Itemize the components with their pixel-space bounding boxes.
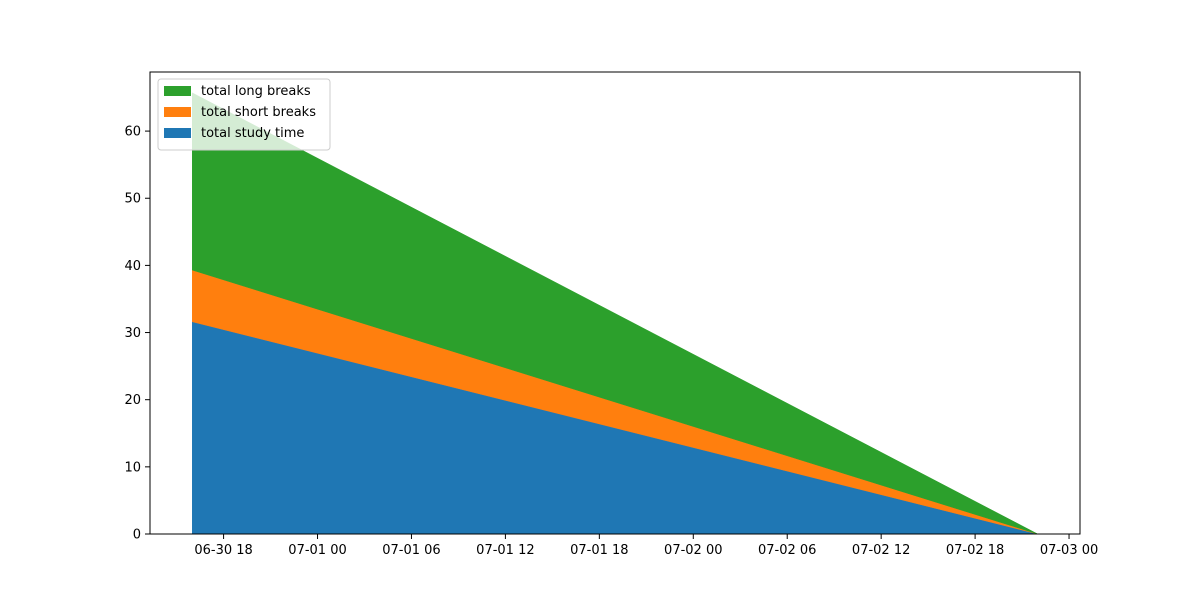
x-tick-label: 07-01 00 <box>288 543 346 558</box>
legend-swatch-total-short-breaks <box>164 107 191 117</box>
y-tick-label: 10 <box>124 460 141 475</box>
area-total-long-breaks <box>192 92 1038 535</box>
area-series-group <box>192 92 1038 535</box>
y-tick-label: 0 <box>133 528 141 543</box>
legend-label-total-long-breaks: total long breaks <box>201 84 311 99</box>
x-tick-label: 07-03 00 <box>1040 543 1098 558</box>
legend: total long breaks total short breaks total… <box>157 78 331 151</box>
x-tick-label: 07-02 12 <box>852 543 910 558</box>
legend-label-total-study-time: total study time <box>201 126 304 141</box>
x-axis: 06-30 18 07-01 00 07-01 06 07-01 12 07-01 18… <box>194 534 1098 558</box>
x-tick-label: 07-01 06 <box>382 543 440 558</box>
legend-swatch-total-long-breaks <box>164 86 191 96</box>
y-tick-label: 30 <box>124 326 141 341</box>
y-tick-label: 60 <box>124 125 141 140</box>
legend-swatch-total-study-time <box>164 128 191 138</box>
x-tick-label: 07-01 12 <box>476 543 534 558</box>
x-tick-label: 06-30 18 <box>194 543 252 558</box>
y-tick-label: 20 <box>124 393 141 408</box>
plot-frame <box>149 71 1081 535</box>
x-tick-label: 07-02 00 <box>664 543 722 558</box>
legend-box <box>157 78 331 151</box>
legend-label-total-short-breaks: total short breaks <box>201 105 316 120</box>
y-axis: 0 10 20 30 40 50 60 <box>124 125 150 543</box>
y-tick-label: 40 <box>124 259 141 274</box>
x-tick-label: 07-01 18 <box>570 543 628 558</box>
x-tick-label: 07-02 06 <box>758 543 816 558</box>
x-tick-label: 07-02 18 <box>946 543 1004 558</box>
y-tick-label: 50 <box>124 192 141 207</box>
